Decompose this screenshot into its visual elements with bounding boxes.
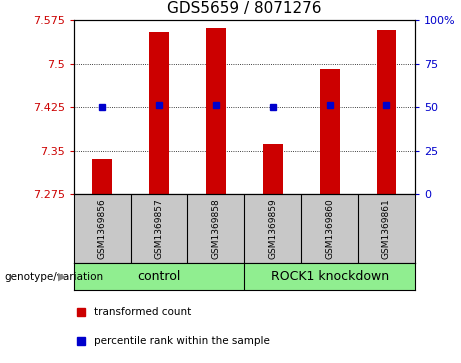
Bar: [319, 69, 340, 194]
Text: ▶: ▶: [59, 272, 67, 282]
Bar: [263, 144, 283, 194]
Text: GSM1369857: GSM1369857: [154, 198, 164, 259]
Text: GSM1369859: GSM1369859: [268, 198, 277, 259]
Bar: [149, 32, 169, 194]
Text: GSM1369860: GSM1369860: [325, 198, 334, 259]
Text: GSM1369856: GSM1369856: [98, 198, 106, 259]
Bar: [206, 28, 226, 194]
Text: control: control: [137, 270, 181, 283]
Text: genotype/variation: genotype/variation: [5, 272, 104, 282]
Text: ROCK1 knockdown: ROCK1 knockdown: [271, 270, 389, 283]
Text: percentile rank within the sample: percentile rank within the sample: [94, 336, 270, 346]
Text: transformed count: transformed count: [94, 307, 191, 317]
Text: GSM1369858: GSM1369858: [212, 198, 220, 259]
Title: GDS5659 / 8071276: GDS5659 / 8071276: [167, 1, 322, 16]
Bar: [92, 159, 112, 194]
Text: GSM1369861: GSM1369861: [382, 198, 391, 259]
Bar: [377, 30, 396, 194]
